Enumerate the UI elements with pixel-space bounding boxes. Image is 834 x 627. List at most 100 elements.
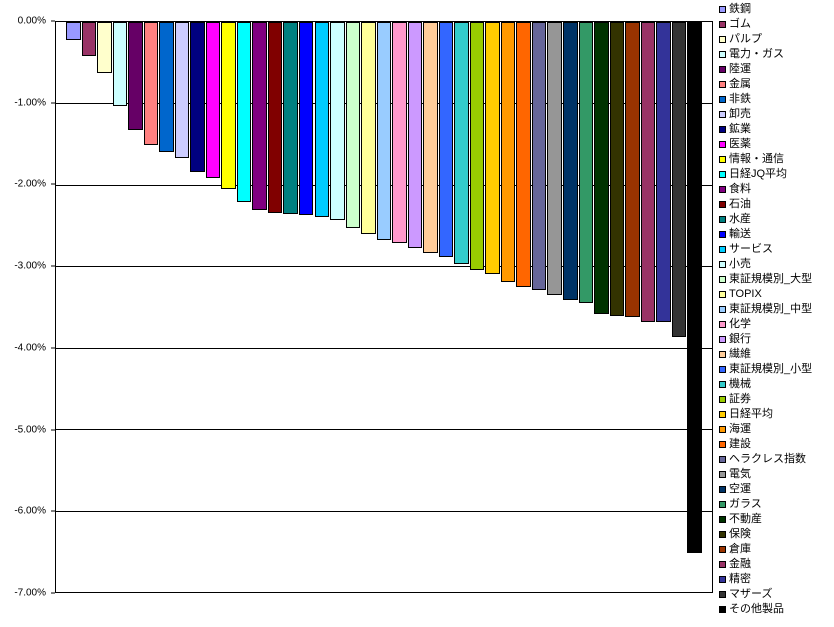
chart-bar xyxy=(314,22,329,217)
legend-item: 建設 xyxy=(719,437,833,452)
legend-item: 陸運 xyxy=(719,62,833,77)
legend-item: サービス xyxy=(719,242,833,257)
y-axis-tick-label: -6.00% xyxy=(14,505,46,517)
legend-marker-icon xyxy=(719,111,726,118)
chart-bar xyxy=(376,22,392,241)
chart-bar xyxy=(298,22,314,215)
legend-item: マザーズ xyxy=(719,587,833,602)
legend-item: 空運 xyxy=(719,482,833,497)
legend-item-label: その他製品 xyxy=(729,603,784,615)
legend-item-label: 東証規模別_中型 xyxy=(729,303,813,315)
legend-marker-icon xyxy=(719,126,726,133)
chart-bar xyxy=(128,22,143,131)
legend-item-label: 不動産 xyxy=(729,513,762,525)
legend-item-label: パルプ xyxy=(729,33,762,45)
legend-item: 繊維 xyxy=(719,347,833,362)
chart-bar xyxy=(330,22,345,220)
legend-item-label: 日経JQ平均 xyxy=(729,168,788,180)
legend-item-label: 情報・通信 xyxy=(729,153,784,165)
legend-marker-icon xyxy=(719,546,726,553)
chart-bar xyxy=(66,22,81,40)
legend-item: ヘラクレス指数 xyxy=(719,452,833,467)
legend-marker-icon xyxy=(719,231,726,238)
legend-marker-icon xyxy=(719,66,726,73)
legend-item-label: 輸送 xyxy=(729,228,751,240)
legend-item: 海運 xyxy=(719,422,833,437)
axis-tick-mark xyxy=(51,265,55,267)
legend-marker-icon xyxy=(719,501,726,508)
legend-item: 水産 xyxy=(719,212,833,227)
legend-marker-icon xyxy=(719,21,726,28)
legend-item: 証券 xyxy=(719,392,833,407)
chart-bar xyxy=(97,22,112,74)
chart-bar xyxy=(640,22,656,322)
y-axis-tick-label: -5.00% xyxy=(14,424,46,436)
legend-item-label: 非鉄 xyxy=(729,93,751,105)
legend-item-label: 精密 xyxy=(729,573,751,585)
y-axis-tick-label: -7.00% xyxy=(14,587,46,599)
legend-item: 倉庫 xyxy=(719,542,833,557)
chart-bar xyxy=(112,22,128,106)
legend-item-label: 化学 xyxy=(729,318,751,330)
legend-marker-icon xyxy=(719,516,726,523)
legend-marker-icon xyxy=(719,411,726,418)
chart-bar xyxy=(345,22,361,228)
legend-item: 非鉄 xyxy=(719,92,833,107)
chart-bar xyxy=(531,22,547,290)
chart-bar xyxy=(236,22,252,202)
legend-marker-icon xyxy=(719,471,726,478)
legend-item-label: 食料 xyxy=(729,183,751,195)
legend-item: 電力・ガス xyxy=(719,47,833,62)
legend-item: 日経JQ平均 xyxy=(719,167,833,182)
legend-item-label: 金属 xyxy=(729,78,751,90)
legend-item-label: サービス xyxy=(729,243,773,255)
chart-bar xyxy=(547,22,562,295)
axis-tick-mark xyxy=(51,20,55,22)
legend-item-label: 空運 xyxy=(729,483,751,495)
legend-marker-icon xyxy=(719,291,726,298)
chart-bar xyxy=(454,22,469,264)
legend-item-label: ガラス xyxy=(729,498,762,510)
legend-marker-icon xyxy=(719,396,726,403)
legend-item: 保険 xyxy=(719,527,833,542)
legend-item-label: 電力・ガス xyxy=(729,48,784,60)
legend-item-label: 水産 xyxy=(729,213,751,225)
legend-marker-icon xyxy=(719,81,726,88)
legend-item-label: ゴム xyxy=(729,18,751,30)
legend-marker-icon xyxy=(719,36,726,43)
chart-bar xyxy=(500,22,516,282)
legend-marker-icon xyxy=(719,561,726,568)
gridline xyxy=(56,347,712,349)
axis-tick-mark xyxy=(51,429,55,431)
legend-item-label: 東証規模別_大型 xyxy=(729,273,813,285)
legend-marker-icon xyxy=(719,351,726,358)
legend-item: 金属 xyxy=(719,77,833,92)
legend-item: 日経平均 xyxy=(719,407,833,422)
y-axis-ticks xyxy=(51,20,55,594)
chart-bar xyxy=(578,22,594,303)
legend-item-label: 医薬 xyxy=(729,138,751,150)
y-axis-tick-label: -4.00% xyxy=(14,342,46,354)
legend-item: 電気 xyxy=(719,467,833,482)
chart-bar xyxy=(625,22,640,317)
axis-tick-mark xyxy=(51,102,55,104)
chart-bar xyxy=(469,22,485,270)
legend-marker-icon xyxy=(719,261,726,268)
legend-item-label: 東証規模別_小型 xyxy=(729,363,813,375)
plot-area xyxy=(55,21,713,593)
legend-marker-icon xyxy=(719,366,726,373)
legend-marker-icon xyxy=(719,306,726,313)
chart-bar xyxy=(609,22,625,316)
legend-item-label: マザーズ xyxy=(729,588,773,600)
legend-marker-icon xyxy=(719,216,726,223)
chart-bar xyxy=(267,22,283,214)
legend-item: 精密 xyxy=(719,572,833,587)
legend-item-label: 陸運 xyxy=(729,63,751,75)
legend-item: 卸売 xyxy=(719,107,833,122)
chart-bar xyxy=(252,22,267,211)
axis-tick-mark xyxy=(51,510,55,512)
legend-item-label: 建設 xyxy=(729,438,751,450)
gridline xyxy=(56,266,712,268)
y-axis-labels: 0.00% -1.00% -2.00% -3.00% -4.00% -5.00% -6.00… xyxy=(0,16,50,599)
